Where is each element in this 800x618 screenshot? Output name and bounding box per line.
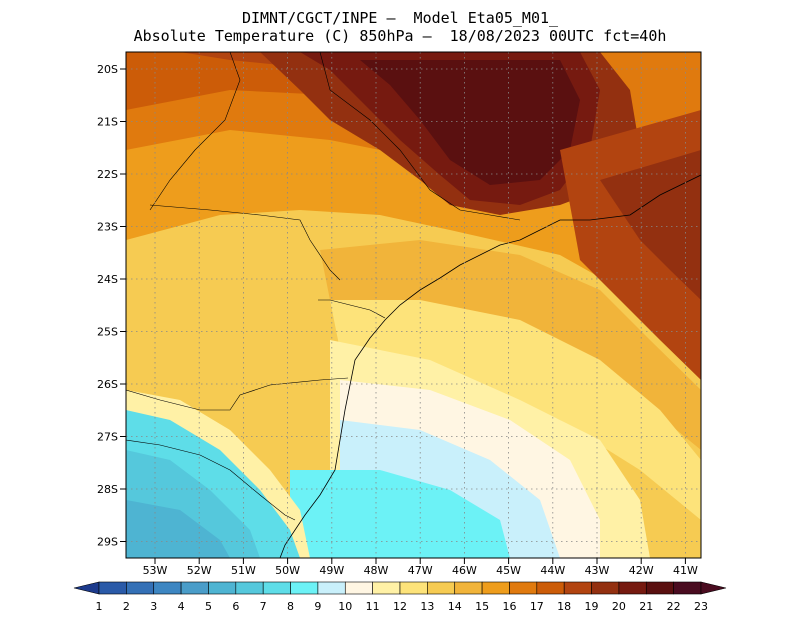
lon-tick-label: 47W (408, 564, 433, 577)
lon-tick-label: 45W (496, 564, 521, 577)
lon-tick-label: 52W (187, 564, 212, 577)
colorbar-label: 13 (420, 600, 434, 613)
colorbar-label: 8 (287, 600, 294, 613)
latitude-axis: 20S 21S 22S 23S 24S 25S 26S 27S 28S 29S (97, 63, 126, 549)
lat-tick-label: 23S (97, 221, 118, 234)
colorbar-arrow-low (73, 581, 100, 595)
colorbar-swatch (344, 581, 373, 595)
colorbar-label: 3 (150, 600, 157, 613)
colorbar-label: 12 (393, 600, 407, 613)
colorbar-swatch (372, 581, 401, 595)
colorbar-label: 5 (205, 600, 212, 613)
colorbar-label: 15 (475, 600, 489, 613)
colorbar-label: 7 (260, 600, 267, 613)
lat-tick-label: 28S (97, 483, 118, 496)
lon-tick-label: 42W (629, 564, 654, 577)
lon-tick-label: 44W (540, 564, 565, 577)
colorbar-swatch (591, 581, 620, 595)
colorbar-label: 20 (612, 600, 626, 613)
colorbar-label: 22 (667, 600, 681, 613)
colorbar-swatch (317, 581, 346, 595)
longitude-axis: 53W 52W 51W 50W 49W 48W 47W 46W 45W 44W 43W 42W 41W (143, 558, 698, 577)
colorbar-swatch (180, 581, 209, 595)
lon-tick-label: 41W (673, 564, 698, 577)
colorbar: 1 2 3 4 5 6 7 8 9 10 11 12 13 14 15 16 17 18 19 20 21 22 23 (73, 581, 727, 613)
lon-tick-label: 46W (452, 564, 477, 577)
colorbar-swatch (98, 581, 127, 595)
colorbar-swatch (427, 581, 456, 595)
colorbar-label: 18 (557, 600, 571, 613)
colorbar-label: 19 (585, 600, 599, 613)
colorbar-label: 1 (96, 600, 103, 613)
lat-tick-label: 24S (97, 273, 118, 286)
colorbar-label: 23 (694, 600, 708, 613)
colorbar-swatch (618, 581, 647, 595)
colorbar-swatch (153, 581, 182, 595)
colorbar-label: 14 (448, 600, 462, 613)
colorbar-label: 17 (530, 600, 544, 613)
colorbar-label: 6 (232, 600, 239, 613)
colorbar-swatch (536, 581, 565, 595)
lon-tick-label: 51W (231, 564, 256, 577)
temperature-field (126, 52, 701, 558)
colorbar-swatch (645, 581, 674, 595)
colorbar-swatch (673, 581, 702, 595)
map-title-line2: Absolute Temperature (C) 850hPa — 18/08/… (133, 27, 667, 45)
lat-tick-label: 26S (97, 378, 118, 391)
lat-tick-label: 29S (97, 536, 118, 549)
lon-tick-label: 50W (275, 564, 300, 577)
lon-tick-label: 53W (143, 564, 168, 577)
map-title-line1: DIMNT/CGCT/INPE — Model Eta05_M01_ (241, 9, 559, 27)
lat-tick-label: 27S (97, 431, 118, 444)
colorbar-swatch (126, 581, 155, 595)
colorbar-label: 16 (502, 600, 516, 613)
colorbar-swatch (262, 581, 291, 595)
colorbar-swatch (235, 581, 264, 595)
lon-tick-label: 43W (585, 564, 610, 577)
lon-tick-label: 48W (364, 564, 389, 577)
colorbar-arrow-high (700, 581, 727, 595)
lat-tick-label: 22S (97, 168, 118, 181)
colorbar-label: 21 (639, 600, 653, 613)
lat-tick-label: 21S (97, 116, 118, 129)
colorbar-swatch (290, 581, 319, 595)
lon-tick-label: 49W (319, 564, 344, 577)
colorbar-swatch (454, 581, 483, 595)
colorbar-label: 4 (178, 600, 185, 613)
colorbar-swatch (399, 581, 428, 595)
colorbar-swatch (563, 581, 592, 595)
colorbar-swatch (481, 581, 510, 595)
colorbar-label: 10 (338, 600, 352, 613)
lat-tick-label: 20S (97, 63, 118, 76)
colorbar-label: 2 (123, 600, 130, 613)
map-frame (125, 51, 702, 559)
colorbar-label: 9 (314, 600, 321, 613)
grid-lines (126, 52, 701, 558)
colorbar-swatch (208, 581, 237, 595)
colorbar-swatch (509, 581, 538, 595)
lat-tick-label: 25S (97, 326, 118, 339)
colorbar-label: 11 (366, 600, 380, 613)
